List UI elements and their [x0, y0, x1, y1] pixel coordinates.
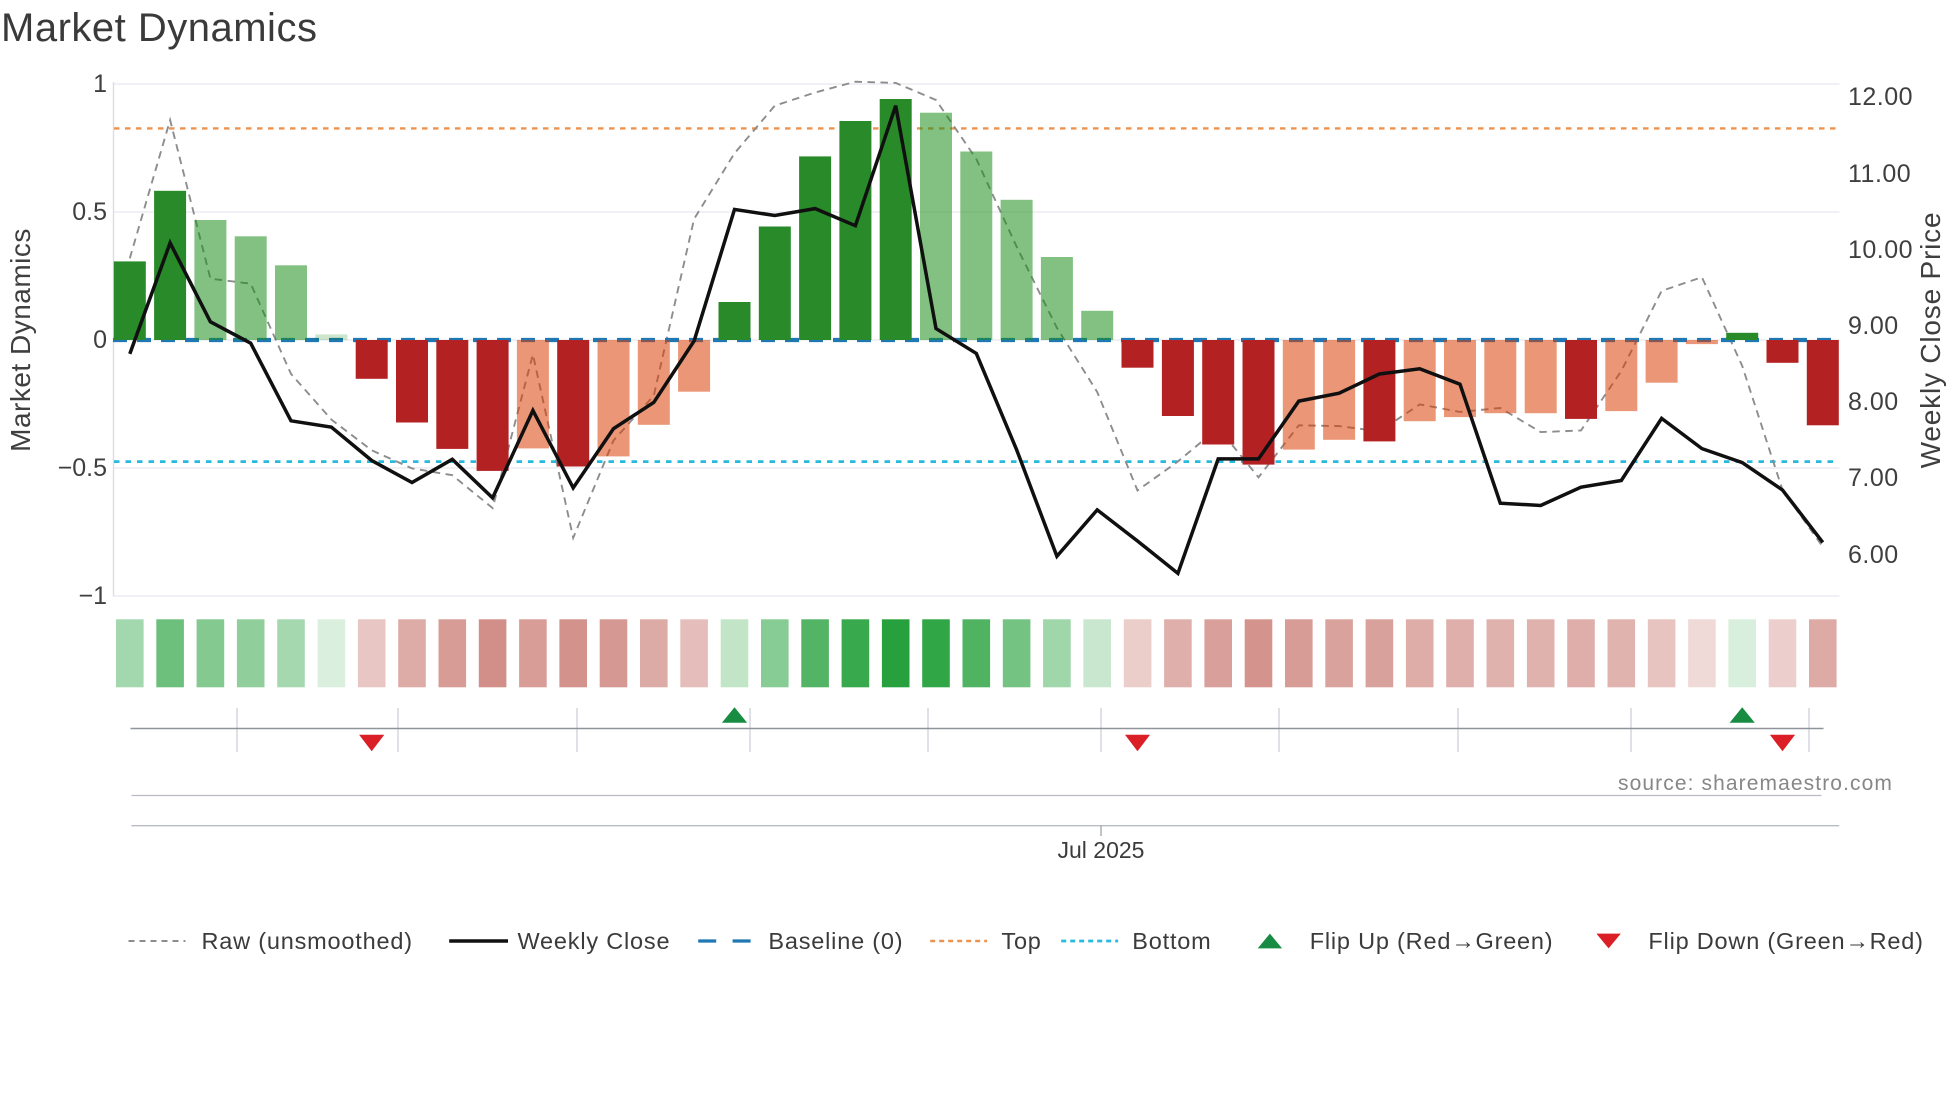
- svg-text:source: sharemaestro.com: source: sharemaestro.com: [1618, 772, 1893, 795]
- svg-text:Weekly Close Price: Weekly Close Price: [1915, 212, 1946, 469]
- svg-text:9.00: 9.00: [1848, 312, 1899, 340]
- svg-text:0.5: 0.5: [72, 198, 107, 226]
- svg-text:−1: −1: [78, 582, 107, 610]
- svg-text:Jul 2025: Jul 2025: [1058, 837, 1145, 863]
- svg-text:Market Dynamics: Market Dynamics: [5, 228, 36, 452]
- svg-text:Flip Down (Green→Red): Flip Down (Green→Red): [1648, 928, 1923, 954]
- svg-text:1: 1: [93, 70, 107, 98]
- svg-text:8.00: 8.00: [1848, 388, 1899, 416]
- svg-text:Raw (unsmoothed): Raw (unsmoothed): [202, 928, 413, 954]
- svg-text:Baseline (0): Baseline (0): [768, 928, 903, 954]
- svg-text:12.00: 12.00: [1848, 83, 1913, 111]
- svg-text:7.00: 7.00: [1848, 464, 1899, 492]
- svg-text:6.00: 6.00: [1848, 541, 1899, 569]
- svg-text:0: 0: [93, 326, 107, 354]
- svg-text:Top: Top: [1001, 928, 1041, 954]
- svg-text:Flip Up (Red→Green): Flip Up (Red→Green): [1310, 928, 1554, 954]
- svg-text:10.00: 10.00: [1848, 236, 1913, 264]
- svg-text:Weekly Close: Weekly Close: [518, 928, 671, 954]
- svg-text:−0.5: −0.5: [58, 454, 107, 482]
- svg-text:Market Dynamics: Market Dynamics: [1, 6, 317, 50]
- svg-text:11.00: 11.00: [1848, 160, 1911, 188]
- svg-text:Bottom: Bottom: [1132, 928, 1211, 954]
